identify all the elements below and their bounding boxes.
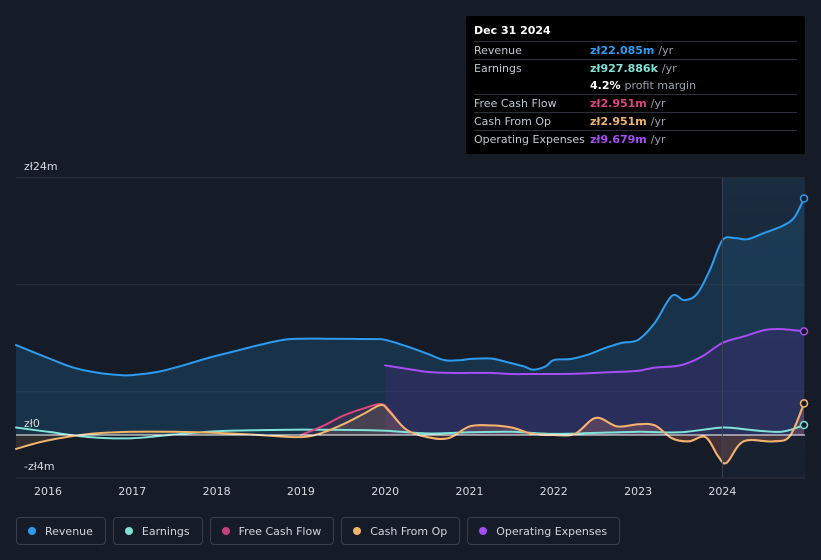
- tooltip-row-profit-margin: 4.2% profit margin: [474, 77, 797, 94]
- legend-label: Free Cash Flow: [238, 524, 322, 538]
- tooltip-date: Dec 31 2024: [474, 24, 551, 37]
- legend-dot-icon: [124, 527, 133, 535]
- x-tick-label: 2017: [118, 485, 146, 498]
- tooltip-row-earnings: Earnings zł927.886k/yr: [474, 59, 797, 77]
- operating-expenses-line: [384, 328, 805, 376]
- earnings-line: [15, 424, 805, 440]
- free-cash-flow-area: [300, 403, 804, 464]
- tooltip-unit: /yr: [650, 114, 666, 128]
- tooltip-value: zł927.886k: [590, 61, 658, 75]
- x-tick-label: 2022: [540, 485, 568, 498]
- tooltip-unit: /yr: [650, 132, 666, 146]
- revenue-end-marker: [799, 194, 809, 203]
- tooltip-label: Earnings: [474, 61, 522, 75]
- legend-label: Earnings: [141, 524, 190, 538]
- legend-item-operating-expenses[interactable]: Operating Expenses: [467, 517, 621, 545]
- legend-item-free-cash-flow[interactable]: Free Cash Flow: [209, 517, 335, 545]
- tooltip-label: Revenue: [474, 43, 522, 57]
- tooltip-row-revenue: Revenue zł22.085m/yr: [474, 41, 797, 59]
- tooltip-value: 4.2%: [590, 78, 621, 92]
- x-tick-label: 2021: [456, 485, 484, 498]
- revenue-line: [15, 197, 805, 377]
- tooltip-unit: profit margin: [624, 78, 697, 92]
- tooltip-unit: /yr: [658, 43, 674, 57]
- cash-from-op-line: [15, 402, 805, 465]
- legend-label: Cash From Op: [370, 524, 448, 538]
- operating-expenses-end-marker: [799, 327, 809, 336]
- tooltip-value: zł9.679m: [590, 132, 647, 146]
- tooltip-value: zł2.951m: [590, 96, 647, 110]
- legend-label: Revenue: [45, 524, 93, 538]
- series-fills: [15, 198, 804, 464]
- x-tick-label: 2023: [624, 485, 652, 498]
- legend-dot-icon: [353, 527, 362, 535]
- tooltip: Dec 31 2024 Revenue zł22.085m/yr Earnings z…: [466, 16, 805, 154]
- tooltip-row-free-cash-flow: Free Cash Flow zł2.951m/yr: [474, 94, 797, 112]
- legend-dot-icon: [221, 527, 230, 535]
- legend-label: Operating Expenses: [496, 524, 608, 538]
- tooltip-label: Operating Expenses: [474, 132, 585, 146]
- x-tick-label: 2020: [371, 485, 399, 498]
- x-tick-label: 2019: [287, 485, 315, 498]
- legend-dot-icon: [479, 527, 488, 535]
- legend-item-earnings[interactable]: Earnings: [112, 517, 203, 545]
- earnings-end-marker: [799, 420, 809, 430]
- x-tick-label: 2024: [708, 485, 736, 498]
- x-tick-label: 2018: [203, 485, 231, 498]
- legend-dot-icon: [28, 527, 36, 535]
- legend-item-revenue[interactable]: Revenue: [16, 517, 106, 545]
- cash-from-op-area: [15, 403, 804, 464]
- legend: Revenue Earnings Free Cash Flow Cash From O…: [16, 517, 627, 545]
- end-markers: [799, 194, 809, 430]
- tooltip-label: Cash From Op: [474, 114, 552, 128]
- x-tick-label: 2016: [34, 485, 62, 498]
- tooltip-label: Free Cash Flow: [474, 96, 557, 110]
- tooltip-row-cash-from-op: Cash From Op zł2.951m/yr: [474, 112, 797, 130]
- tooltip-row-operating-expenses: Operating Expenses zł9.679m/yr: [474, 130, 797, 148]
- y-tick-label: zł24m: [24, 160, 58, 173]
- y-axis-labels: zł24m zł0 -zł4m: [24, 160, 58, 473]
- operating-expenses-area: [385, 329, 804, 435]
- legend-item-cash-from-op[interactable]: Cash From Op: [341, 517, 461, 545]
- y-tick-label: zł0: [24, 417, 40, 430]
- tooltip-unit: /yr: [661, 61, 677, 75]
- x-axis-labels: 2016 2017 2018 2019 2020 2021 2022 2023 2024: [34, 485, 736, 498]
- cash-from-op-end-marker: [799, 399, 809, 408]
- tooltip-unit: /yr: [650, 96, 666, 110]
- tooltip-value: zł2.951m: [590, 114, 647, 128]
- y-tick-label: -zł4m: [24, 460, 55, 473]
- tooltip-value: zł22.085m: [590, 43, 655, 57]
